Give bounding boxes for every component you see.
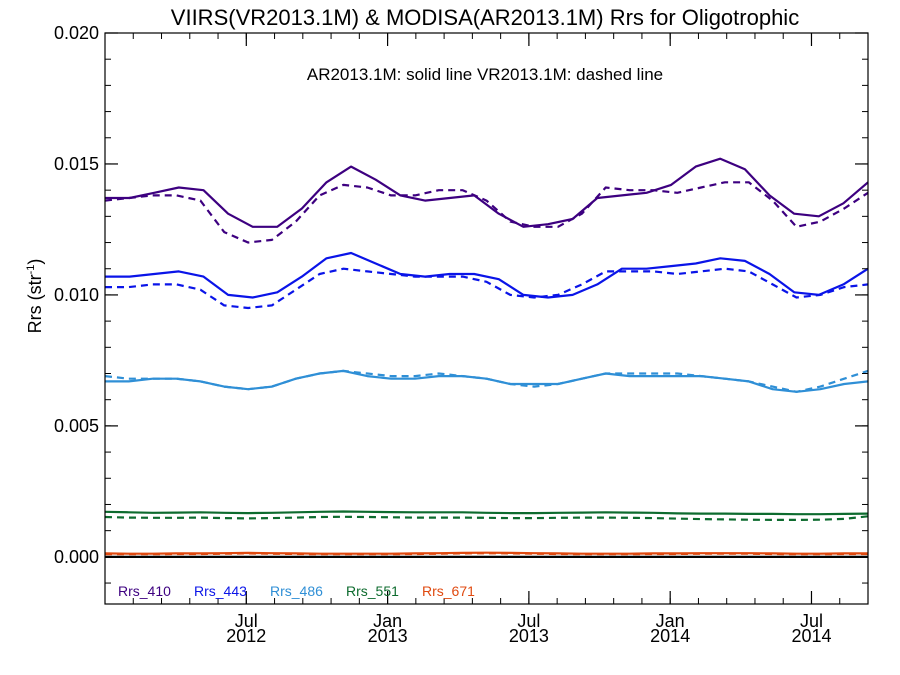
legend-entry-rrs-671: Rrs_671: [422, 583, 475, 599]
series-layer: [104, 157, 869, 558]
series-rrs-486-solid-line: [105, 369, 869, 393]
legend-entry-rrs-551: Rrs_551: [346, 583, 399, 599]
legend-entry-rrs-410: Rrs_410: [118, 583, 171, 599]
series-rrs-551-dashed-line: [104, 515, 869, 522]
x-tick-label-month: Jul: [235, 611, 258, 631]
x-tick-label-month: Jul: [800, 611, 823, 631]
legend: Rrs_410 Rrs_443 Rrs_486 Rrs_551 Rrs_671: [118, 583, 475, 599]
x-tick-label-year: 2013: [509, 626, 549, 646]
y-axis-label-close: ): [25, 259, 45, 265]
x-tick-label-year: 2014: [791, 626, 831, 646]
series-rrs-443-dashed-line: [105, 267, 869, 310]
series-rrs-671-solid-line: [104, 551, 868, 555]
x-tick-label-year: 2014: [650, 626, 690, 646]
legend-entry-rrs-486: Rrs_486: [270, 583, 323, 599]
y-axis-label-superscript: -1: [25, 265, 37, 275]
y-tick-label: 0.005: [54, 416, 99, 436]
series-rrs-410-solid-line: [105, 157, 869, 228]
series-rrs-443-solid-line: [105, 251, 869, 299]
chart-title: VIIRS(VR2013.1M) & MODISA(AR2013.1M) Rrs…: [171, 5, 799, 30]
y-axis-label-main: Rrs (str: [25, 274, 45, 333]
chart-subtitle: AR2013.1M: solid line VR2013.1M: dashed …: [307, 65, 663, 84]
series-rrs-551-solid-line: [104, 510, 869, 516]
y-tick-label: 0.010: [54, 285, 99, 305]
y-tick-label: 0.000: [54, 547, 99, 567]
legend-entry-rrs-443: Rrs_443: [194, 583, 247, 599]
series-rrs-486-dashed-line: [104, 369, 869, 393]
x-tick-label-month: Jan: [373, 611, 402, 631]
y-axis-label: Rrs (str-1): [25, 259, 45, 334]
x-tick-label-month: Jan: [656, 611, 685, 631]
series-rrs-410-dashed-line: [104, 181, 869, 244]
axes-layer: 0.0000.0050.0100.0150.020Jul2012Jan2013J…: [54, 23, 869, 646]
y-tick-label: 0.015: [54, 154, 99, 174]
x-tick-label-year: 2013: [368, 626, 408, 646]
y-tick-label: 0.020: [54, 23, 99, 43]
x-tick-label-month: Jul: [517, 611, 540, 631]
plot-frame: [104, 32, 869, 605]
x-tick-label-year: 2012: [226, 626, 266, 646]
